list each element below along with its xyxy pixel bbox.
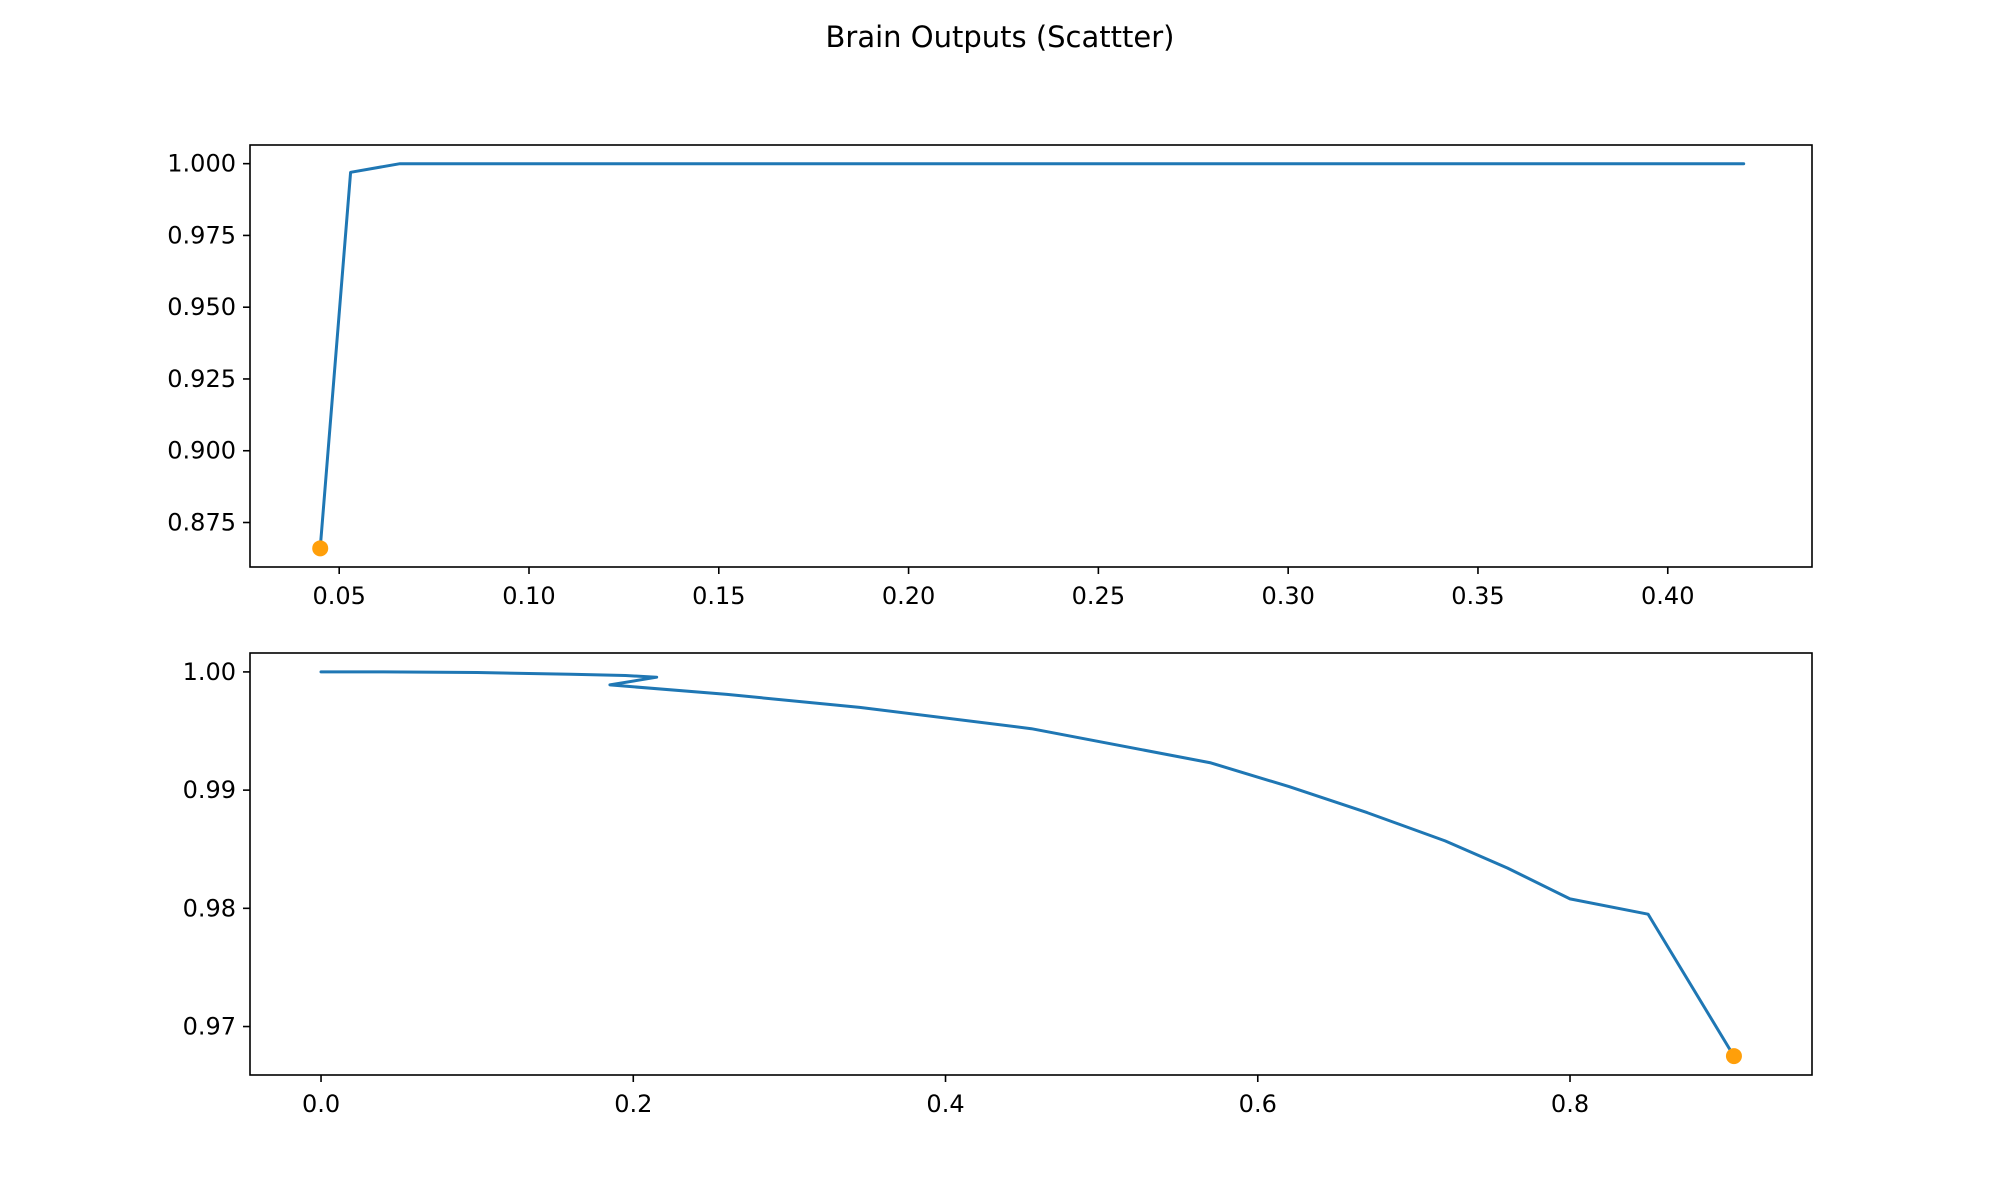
x-tick-label-0-3: 0.20	[882, 582, 935, 610]
y-tick-label-0-0: 0.875	[167, 509, 236, 537]
x-tick-label-0-4: 0.25	[1072, 582, 1125, 610]
y-tick-label-1-0: 0.97	[183, 1013, 236, 1041]
y-tick-label-1-1: 0.98	[183, 894, 236, 922]
x-tick-label-1-1: 0.2	[614, 1090, 652, 1118]
subplot-top: 0.05 0.10 0.15 0.20 0.25 0.30 0.35 0.40 0.875 0.9…	[167, 144, 1813, 610]
y-tick-label-0-3: 0.950	[167, 293, 236, 321]
subplot-bottom: 0.0 0.2 0.4 0.6 0.8 0.97 0.98 0.99 1.00	[183, 652, 1813, 1118]
x-tick-label-0-0: 0.05	[312, 582, 365, 610]
x-tick-label-1-4: 0.8	[1551, 1090, 1589, 1118]
scatter-point-0-0	[312, 540, 329, 557]
axes-frame-0	[249, 144, 1813, 568]
x-tick-label-0-5: 0.30	[1261, 582, 1314, 610]
x-tick-label-1-2: 0.4	[926, 1090, 964, 1118]
x-tick-label-0-1: 0.10	[502, 582, 555, 610]
x-tick-label-1-0: 0.0	[302, 1090, 340, 1118]
y-tick-label-1-3: 1.00	[183, 658, 236, 686]
x-tick-label-0-6: 0.35	[1451, 582, 1504, 610]
scatter-point-1-0	[1725, 1048, 1742, 1065]
x-tick-label-1-3: 0.6	[1239, 1090, 1277, 1118]
series-line-1	[319, 670, 1736, 1058]
y-tick-label-0-4: 0.975	[167, 221, 236, 249]
y-tick-label-0-2: 0.925	[167, 365, 236, 393]
axes-frame-1	[249, 652, 1813, 1076]
y-tick-label-0-1: 0.900	[167, 437, 236, 465]
x-tick-label-0-7: 0.40	[1641, 582, 1694, 610]
y-tick-label-0-5: 1.000	[167, 150, 236, 178]
figure-title: Brain Outputs (Scattter)	[826, 20, 1175, 54]
y-tick-label-1-2: 0.99	[183, 776, 236, 804]
series-line-0	[318, 162, 1746, 550]
x-tick-label-0-2: 0.15	[692, 582, 745, 610]
